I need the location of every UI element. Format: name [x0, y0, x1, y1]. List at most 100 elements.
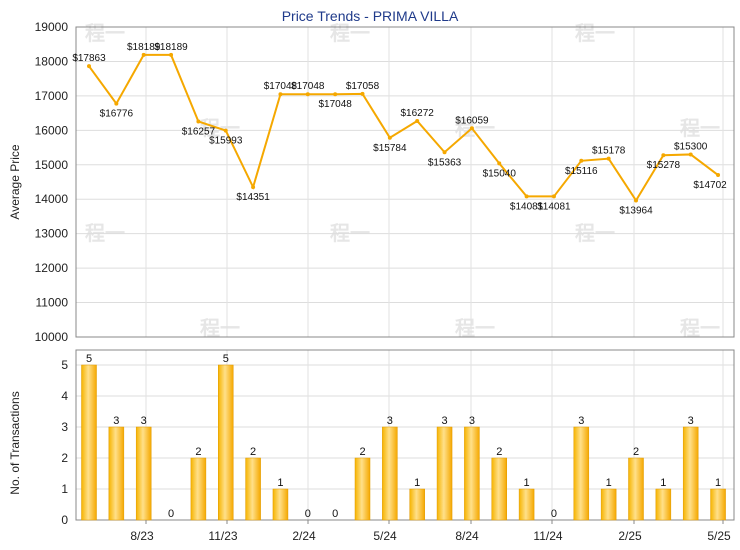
- transactions-data-label: 1: [660, 477, 666, 489]
- transactions-data-label: 3: [113, 415, 119, 427]
- price-data-label: $15178: [592, 146, 626, 157]
- price-data-label: $15784: [373, 143, 407, 154]
- x-tick-label: 11/24: [533, 529, 562, 543]
- transactions-bar: [518, 488, 535, 521]
- transactions-bar: [491, 457, 507, 521]
- watermark-glyph: 程一: [680, 316, 720, 340]
- price-point: [333, 92, 338, 97]
- price-data-label: $15116: [565, 166, 598, 177]
- transactions-data-label: 0: [551, 508, 557, 520]
- transactions-bar: [436, 426, 453, 521]
- transactions-bar: [464, 426, 480, 521]
- price-tick-label: 16000: [35, 123, 69, 137]
- price-point: [251, 185, 256, 190]
- transactions-data-label: 0: [332, 508, 338, 520]
- x-tick-label: 8/24: [455, 529, 479, 543]
- watermark-glyph: 程一: [455, 316, 495, 340]
- price-point: [141, 52, 146, 57]
- transactions-bar: [628, 457, 644, 521]
- transactions-data-label: 5: [223, 353, 229, 365]
- price-data-label: $16257: [182, 126, 216, 137]
- transactions-bar: [710, 488, 726, 521]
- watermark-glyph: 程一: [200, 316, 240, 340]
- transactions-data-label: 3: [387, 415, 393, 427]
- price-tick-label: 14000: [35, 192, 69, 206]
- transactions-data-label: 3: [688, 415, 694, 427]
- transactions-bar: [655, 488, 672, 521]
- price-point: [442, 150, 447, 155]
- price-point: [387, 135, 392, 140]
- price-data-label: $15993: [209, 136, 243, 147]
- price-point: [497, 161, 502, 166]
- price-point: [360, 91, 365, 96]
- price-point: [606, 156, 611, 161]
- price-tick-label: 13000: [35, 227, 69, 241]
- transactions-tick-label: 3: [61, 420, 68, 434]
- transactions-bar: [81, 364, 97, 521]
- price-data-label: $17048: [291, 81, 325, 92]
- transactions-data-label: 1: [524, 477, 530, 489]
- price-point: [634, 198, 638, 203]
- price-data-label: $15363: [428, 157, 462, 168]
- price-point: [169, 52, 174, 57]
- transactions-data-label: 5: [86, 353, 92, 365]
- x-tick-label: 2/24: [292, 529, 316, 543]
- price-point: [469, 126, 474, 131]
- transactions-tick-label: 4: [61, 389, 68, 403]
- price-data-label: $17863: [72, 53, 106, 64]
- transactions-bar: [573, 426, 590, 521]
- price-point: [196, 119, 201, 124]
- watermark-glyph: 程一: [85, 221, 125, 245]
- watermark-glyph: 程一: [330, 221, 370, 245]
- transactions-data-label: 2: [359, 446, 365, 458]
- transactions-bar: [382, 426, 398, 521]
- transactions-data-label: 2: [496, 446, 502, 458]
- x-tick-label: 8/23: [130, 529, 154, 543]
- price-panel: 10000 11000 12000 13000 14000 15000 16000 17000…: [35, 20, 735, 344]
- price-plot-frame: [75, 26, 735, 338]
- transactions-data-label: 3: [141, 415, 147, 427]
- transactions-bar: [190, 457, 207, 521]
- price-point: [114, 101, 119, 106]
- transactions-tick-label: 2: [61, 451, 68, 465]
- price-data-label: $17048: [264, 81, 298, 92]
- transactions-data-label: 1: [277, 477, 283, 489]
- price-data-label: $18189: [127, 42, 161, 53]
- transactions-data-label: 2: [633, 446, 639, 458]
- price-data-label: $16059: [455, 115, 489, 126]
- chart-title: Price Trends - PRIMA VILLA: [282, 8, 459, 24]
- transactions-data-label: 1: [715, 477, 721, 489]
- price-data-label: $17058: [346, 81, 380, 92]
- transactions-data-label: 1: [606, 477, 612, 489]
- transactions-tick-label: 1: [61, 482, 68, 496]
- watermark-glyph: 程一: [330, 21, 370, 45]
- transactions-data-label: 2: [195, 446, 201, 458]
- price-tick-label: 17000: [35, 89, 69, 103]
- transactions-data-label: 2: [250, 446, 256, 458]
- transactions-panel: 0 1 2 3 4 5 5 3 3 0 2 5 2 1 0 0 2 3 1 3 3 2 1 0 3 1 2 1 3 1 8/23 11/23 2…: [61, 349, 735, 543]
- price-point: [87, 64, 91, 69]
- price-data-label: $14081: [537, 201, 571, 212]
- watermark-glyph: 程一: [85, 21, 125, 45]
- transactions-data-label: 3: [578, 415, 584, 427]
- transactions-bar: [409, 488, 425, 521]
- price-data-label: $18189: [154, 42, 188, 53]
- price-point: [688, 152, 693, 157]
- transactions-data-label: 3: [469, 415, 475, 427]
- watermark-glyph: 程一: [680, 116, 720, 140]
- transactions-bar: [108, 426, 125, 521]
- transactions-plot-frame: [75, 349, 735, 521]
- price-tick-label: 11000: [36, 296, 69, 310]
- price-point: [305, 92, 310, 97]
- transactions-bar: [218, 364, 234, 521]
- price-data-label: $16272: [401, 108, 435, 119]
- price-data-label: $16776: [100, 109, 134, 120]
- transactions-bar: [272, 488, 289, 521]
- price-tick-label: 18000: [35, 54, 69, 68]
- price-data-label: $17048: [318, 99, 352, 110]
- price-point: [551, 194, 556, 199]
- price-data-label: $14081: [510, 201, 544, 212]
- transactions-tick-label: 0: [61, 513, 68, 527]
